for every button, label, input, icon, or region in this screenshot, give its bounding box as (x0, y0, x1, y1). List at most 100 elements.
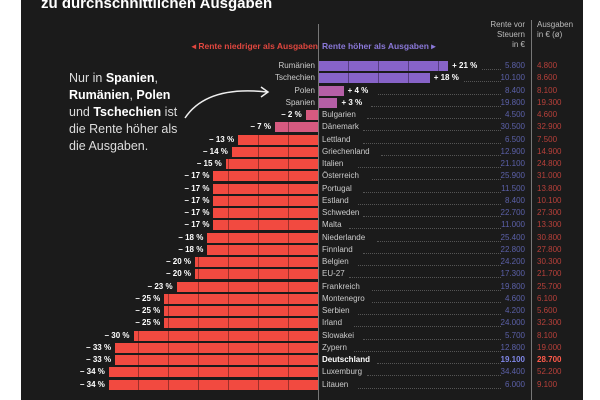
bar-estland (213, 195, 318, 206)
country-label: Luxemburg (322, 367, 363, 377)
percent-label: – 14 % (203, 146, 228, 156)
leader-dots (367, 118, 501, 119)
percent-label: – 15 % (196, 159, 222, 168)
rente-value: 4.600 (504, 293, 525, 303)
annotation-part: und (69, 105, 94, 119)
bar-serbien (164, 306, 318, 316)
percent-label: – 25 % (135, 293, 161, 303)
rente-value: 22.800 (500, 244, 525, 254)
bar-niederlande (207, 232, 318, 243)
leader-dots (362, 191, 501, 193)
leader-dots (376, 363, 501, 364)
country-label: Slowakei (322, 330, 355, 340)
percent-label: + 4 % (347, 85, 369, 95)
percent-label: – 25 % (135, 318, 161, 328)
bar-polen (319, 85, 344, 96)
percent-label: – 23 % (147, 281, 173, 291)
ausgaben-value: 30.300 (537, 257, 562, 266)
ausgaben-value: 32.900 (537, 122, 562, 132)
ausgaben-value: 30.800 (537, 232, 562, 242)
rente-value: 21.100 (500, 159, 525, 168)
ausgaben-value: 8.100 (537, 330, 558, 340)
rente-value: 12.800 (500, 342, 525, 352)
leader-dots (376, 240, 501, 242)
annotation-part: , (129, 88, 137, 102)
rente-value: 10.100 (500, 73, 525, 83)
rente-value: 8.400 (504, 85, 525, 95)
percent-label: – 17 % (184, 171, 210, 181)
bar-deutschland (115, 355, 318, 365)
leader-dots (372, 301, 501, 303)
ausgaben-value: 31.000 (537, 171, 562, 181)
rente-value: 4.500 (504, 110, 525, 119)
ausgaben-value: 4.600 (537, 110, 558, 119)
annotation-part: Tschechien (93, 105, 162, 119)
rente-value: 25.900 (500, 171, 525, 181)
rente-value: 25.400 (500, 232, 525, 242)
ausgaben-value: 8.600 (537, 73, 558, 83)
rente-value: 34.400 (500, 367, 525, 377)
annotation-part: , (154, 71, 158, 85)
percent-label: – 33 % (86, 342, 112, 352)
rente-value: 6.000 (504, 379, 525, 389)
country-label: Österreich (322, 171, 359, 181)
column-divider (531, 20, 532, 400)
leader-dots (482, 69, 501, 70)
annotation-part: Polen (136, 88, 171, 102)
country-label: Deutschland (322, 355, 371, 364)
bar-rumänien (319, 61, 449, 71)
bar-italien (225, 159, 318, 169)
bar-dänemark (274, 122, 318, 133)
percent-label: – 30 % (104, 330, 130, 340)
annotation-arrow-icon (184, 86, 270, 119)
rente-value: 5.800 (504, 61, 525, 70)
rente-value: 30.500 (500, 122, 525, 132)
bar-irland (164, 318, 318, 329)
country-label: Polen (294, 85, 315, 95)
legend-negative: ◂ Rente niedriger als Ausgaben (191, 41, 318, 51)
country-label: Litauen (322, 379, 349, 389)
ausgaben-value: 5.600 (537, 306, 558, 315)
country-label: Dänemark (322, 122, 359, 132)
bar-zypern (115, 342, 318, 353)
ausgaben-value: 27.300 (537, 208, 562, 217)
country-label: Schweden (322, 208, 360, 217)
ausgaben-value: 10.100 (537, 195, 562, 205)
leader-dots (349, 277, 501, 279)
rente-value: 11.000 (501, 220, 525, 230)
bar-belgien (195, 257, 318, 267)
ausgaben-value: 19.000 (537, 342, 562, 352)
ausgaben-value: 28.700 (537, 355, 562, 364)
country-label: Niederlande (322, 232, 366, 242)
country-label: Griechenland (322, 146, 370, 156)
chart-frame: zu durchschnittlichen Ausgaben Rente vor… (21, 0, 583, 400)
leader-dots (371, 105, 501, 107)
annotation-part: ist die Rente höher als die Ausgaben. (69, 105, 178, 153)
rente-value: 22.700 (500, 208, 525, 217)
header-rente: Rente vor Steuern in € (490, 20, 525, 50)
chart-title: zu durchschnittlichen Ausgaben (41, 0, 273, 12)
annotation-part: Nur in (69, 71, 106, 85)
bar-eu-27 (195, 269, 318, 280)
country-label: Estland (322, 195, 349, 205)
country-label: Montenegro (322, 293, 365, 303)
country-label: Spanien (285, 97, 315, 107)
bar-österreich (213, 171, 318, 182)
country-label: Malta (322, 220, 342, 230)
percent-label: – 25 % (135, 306, 161, 315)
rente-value: 4.200 (504, 306, 525, 315)
header-ausgaben-line: Ausgaben (537, 20, 574, 29)
ausgaben-value: 19.300 (537, 97, 562, 107)
ausgaben-value: 14.900 (537, 146, 562, 156)
leader-dots (362, 216, 501, 217)
percent-label: – 17 % (184, 220, 210, 230)
ausgaben-value: 25.700 (537, 281, 562, 291)
bar-luxemburg (108, 367, 318, 378)
country-label: Frankreich (322, 281, 360, 291)
ausgaben-value: 21.700 (537, 269, 562, 279)
bar-lettland (238, 134, 318, 145)
percent-label: + 18 % (433, 73, 459, 83)
bar-montenegro (164, 293, 318, 304)
leader-dots (353, 350, 501, 352)
percent-label: – 18 % (178, 244, 204, 254)
